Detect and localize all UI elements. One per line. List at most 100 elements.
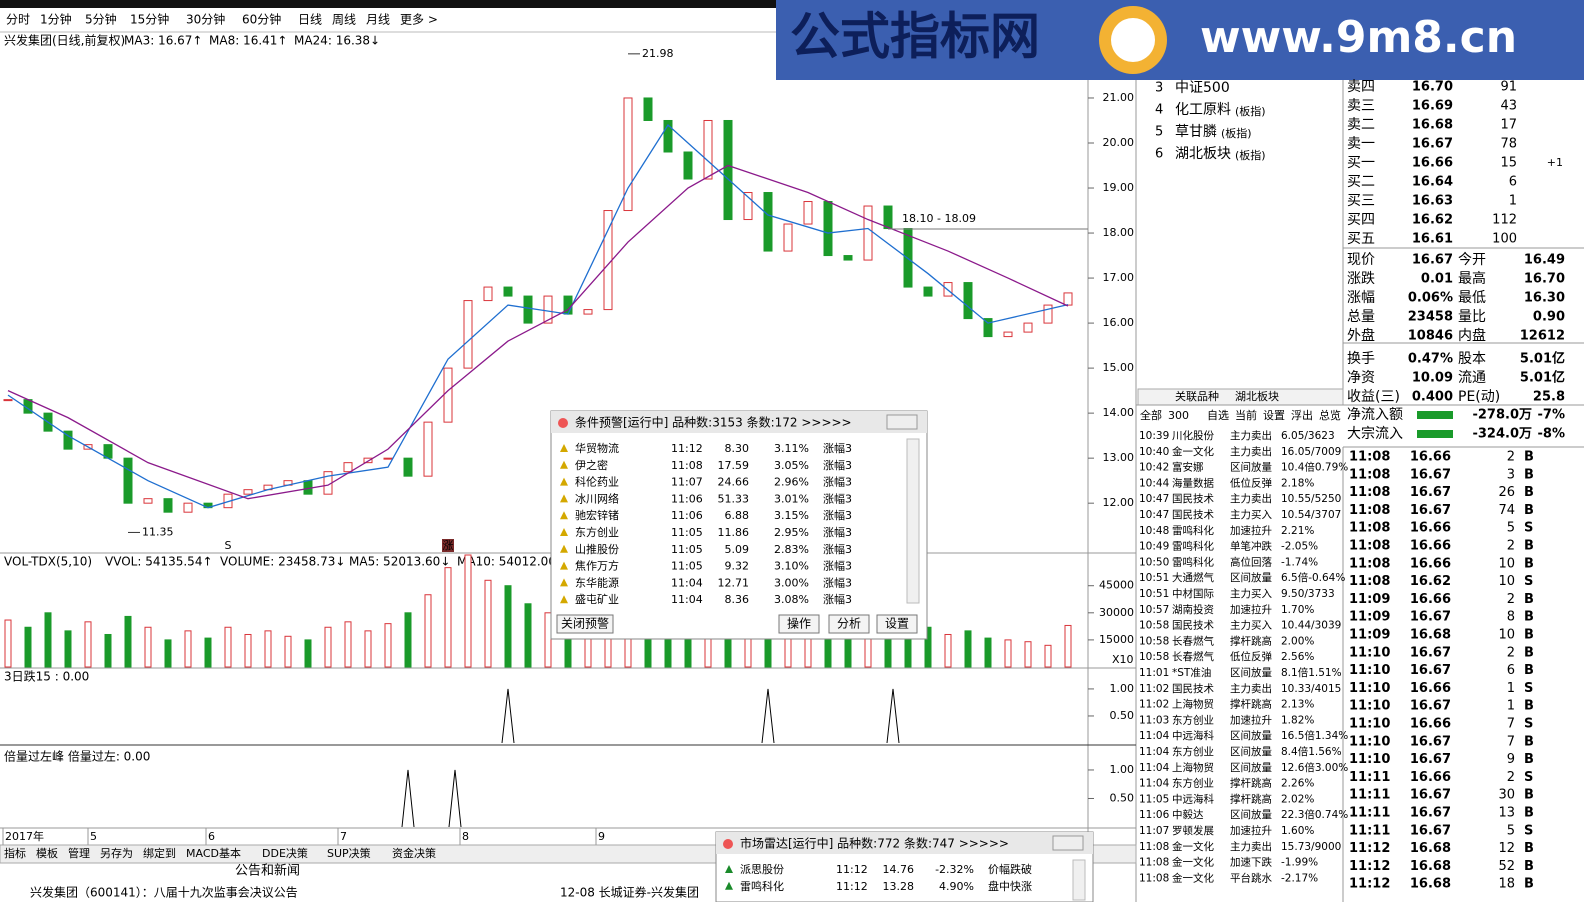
tick-side: B (1524, 467, 1534, 482)
watermark-banner (776, 0, 1584, 80)
period-tab[interactable]: 分时 (6, 13, 30, 27)
alert-cell: 11:04 (1139, 762, 1170, 774)
candle (383, 457, 393, 460)
tick-side: B (1524, 628, 1534, 643)
tick-volume: 13 (1498, 806, 1515, 821)
volume-bar (224, 626, 232, 668)
popup-button[interactable] (556, 614, 614, 634)
legend-item: MA8: 16.41↑ (209, 34, 287, 48)
period-tab[interactable]: 5分钟 (85, 12, 117, 27)
alert-cell: 加速拉升 (1230, 524, 1272, 537)
volume-bar (984, 637, 992, 668)
tick-time: 11:08 (1349, 539, 1390, 554)
related-name[interactable]: 湖北板块 (1175, 146, 1231, 162)
period-tab[interactable]: 15分钟 (130, 12, 169, 27)
filter[interactable]: 300 (1168, 409, 1189, 422)
book-price: 16.62 (1412, 213, 1453, 228)
stat-label: 流通 (1458, 370, 1486, 386)
volume-bar (144, 626, 152, 668)
bottom-tab[interactable]: 绑定到 (143, 846, 176, 860)
bottom-tab[interactable]: 管理 (68, 846, 90, 860)
bottom-tab[interactable]: 另存为 (100, 846, 133, 860)
period-tab[interactable]: 月线 (366, 13, 390, 27)
related-name[interactable]: 草甘膦 (1175, 124, 1217, 140)
y-tick-label: 17.00 (1103, 271, 1135, 284)
panel-tab[interactable]: 湖北板块 (1235, 389, 1279, 403)
alert-cell: 东方创业 (1172, 745, 1214, 758)
row-icon (560, 444, 568, 452)
tick-volume: 26 (1498, 485, 1515, 500)
popup-button-label[interactable]: 关闭预警 (561, 616, 609, 631)
row-icon (560, 561, 568, 570)
popup-close[interactable] (886, 414, 918, 430)
period-tab[interactable]: 周线 (332, 13, 356, 27)
alert-cell: 2.26% (1281, 778, 1314, 790)
alert-cell: 长春燃气 (1172, 650, 1214, 663)
popup-button[interactable] (828, 614, 870, 634)
popup-button-label[interactable]: 设置 (885, 617, 909, 631)
bottom-tab[interactable]: 指标 (4, 846, 26, 860)
filter[interactable]: 全部 (1140, 408, 1162, 422)
filter[interactable]: 设置 (1263, 409, 1285, 422)
filter[interactable]: 当前 (1235, 408, 1257, 422)
popup-cell: 涨幅3 (823, 576, 852, 589)
alert-cell: 10:58 (1139, 620, 1169, 632)
filter[interactable]: 自选 (1207, 409, 1229, 422)
popup-button-label[interactable]: 分析 (837, 617, 861, 631)
popup-cell: 冰川网络 (575, 491, 619, 505)
popup-cell: 51.33 (718, 492, 750, 505)
popup-cell: 8.30 (725, 442, 750, 455)
row-icon (560, 494, 568, 503)
bottom-tab[interactable]: 资金决策 (392, 846, 436, 860)
alert-cell: 湖南投资 (1172, 603, 1214, 616)
tick-time: 11:10 (1349, 699, 1390, 714)
menu-bar (0, 0, 780, 8)
alert-cell: 10:58 (1139, 651, 1169, 663)
candle (123, 457, 133, 504)
news-item[interactable]: 兴发集团（600141）：八届十九次监事会决议公告 (30, 885, 298, 900)
panel-tab[interactable]: 关联品种 (1175, 389, 1219, 403)
tick-side: B (1524, 592, 1534, 607)
alert-cell: 加速拉升 (1230, 713, 1272, 726)
popup-cell: 4.90% (939, 880, 974, 893)
alert-cell: 国民技术 (1172, 619, 1214, 632)
tick-time: 11:09 (1349, 592, 1390, 607)
bottom-tab[interactable]: MACD基本 (186, 846, 241, 860)
candle (743, 192, 753, 221)
row-icon (725, 865, 733, 873)
period-tab[interactable]: 60分钟 (242, 12, 281, 27)
related-name[interactable]: 化工原料 (1175, 102, 1231, 118)
tick-volume: 12 (1498, 841, 1515, 856)
period-tab[interactable]: 1分钟 (40, 12, 72, 27)
book-label: 卖一 (1347, 136, 1375, 152)
bottom-tab[interactable]: DDE决策 (262, 846, 308, 860)
filter[interactable]: 总览 (1319, 408, 1341, 422)
bottom-tab[interactable]: SUP决策 (327, 846, 371, 860)
tick-price: 16.68 (1410, 859, 1451, 874)
popup-close[interactable] (1052, 835, 1084, 851)
alert-cell: 富安娜 (1172, 461, 1204, 474)
period-tab[interactable]: 30分钟 (186, 12, 225, 27)
popup-button-label[interactable]: 操作 (787, 616, 811, 631)
popup-button[interactable] (778, 614, 820, 634)
alert-cell: 11:02 (1139, 699, 1169, 711)
period-tab[interactable]: 更多 > (400, 13, 438, 27)
tick-volume: 5 (1507, 823, 1515, 838)
alert-cell: 11:04 (1139, 730, 1170, 742)
related-name[interactable]: 中证500 (1175, 80, 1230, 96)
stat-value: 16.67 (1412, 253, 1453, 268)
news-item[interactable]: 12-08 长城证券-兴发集团 (560, 885, 699, 900)
alert-cell: 2.00% (1281, 635, 1314, 647)
y-tick-label: 13.00 (1103, 451, 1135, 464)
alert-cell: 撑杆跳高 (1230, 777, 1272, 790)
period-tab[interactable]: 日线 (298, 13, 322, 27)
related-tag: (板指) (1235, 104, 1266, 118)
alert-cell: 加速拉升 (1230, 603, 1272, 616)
popup-button[interactable] (876, 614, 918, 634)
filter[interactable]: 浮出 (1291, 408, 1313, 422)
bottom-tab[interactable]: 模板 (36, 846, 58, 860)
tick-side: B (1524, 503, 1534, 518)
popup-cell: 11:07 (671, 476, 703, 489)
popup-cell: 涨幅3 (823, 442, 852, 455)
